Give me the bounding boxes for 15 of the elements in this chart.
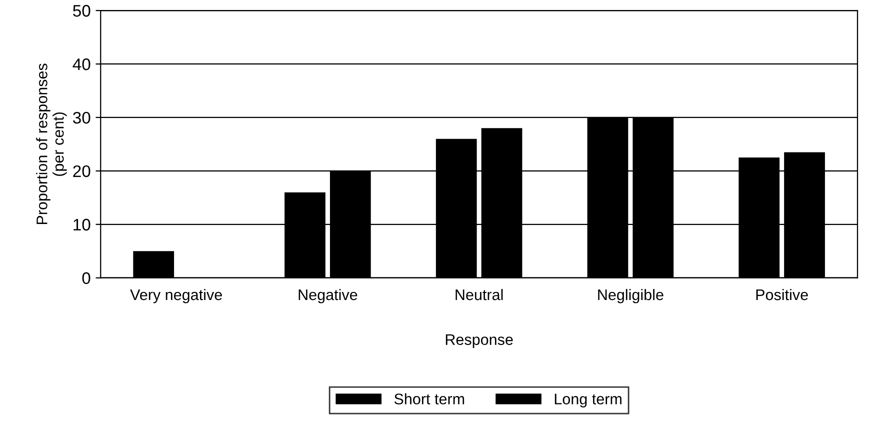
x-tick-label: Negligible [598, 288, 664, 304]
y-axis-title: Proportion of responses (per cent) [36, 64, 67, 224]
y-tick-label: 20 [73, 165, 90, 178]
y-tick-label: 10 [74, 218, 90, 231]
legend-label: Short term [394, 393, 464, 404]
y-tick-label: 0 [82, 272, 90, 284]
y-tick-label: 30 [73, 112, 90, 124]
x-tick-label: Negative [298, 288, 358, 304]
x-tick-label: Very negative [130, 288, 222, 304]
x-tick-label: Neutral [456, 288, 503, 300]
x-axis-title: Response [446, 334, 513, 348]
y-tick-label: 50 [73, 4, 90, 17]
y-tick-label: 40 [72, 58, 90, 70]
x-tick-label: Positive [756, 288, 808, 300]
legend-label: Long term [554, 394, 622, 408]
